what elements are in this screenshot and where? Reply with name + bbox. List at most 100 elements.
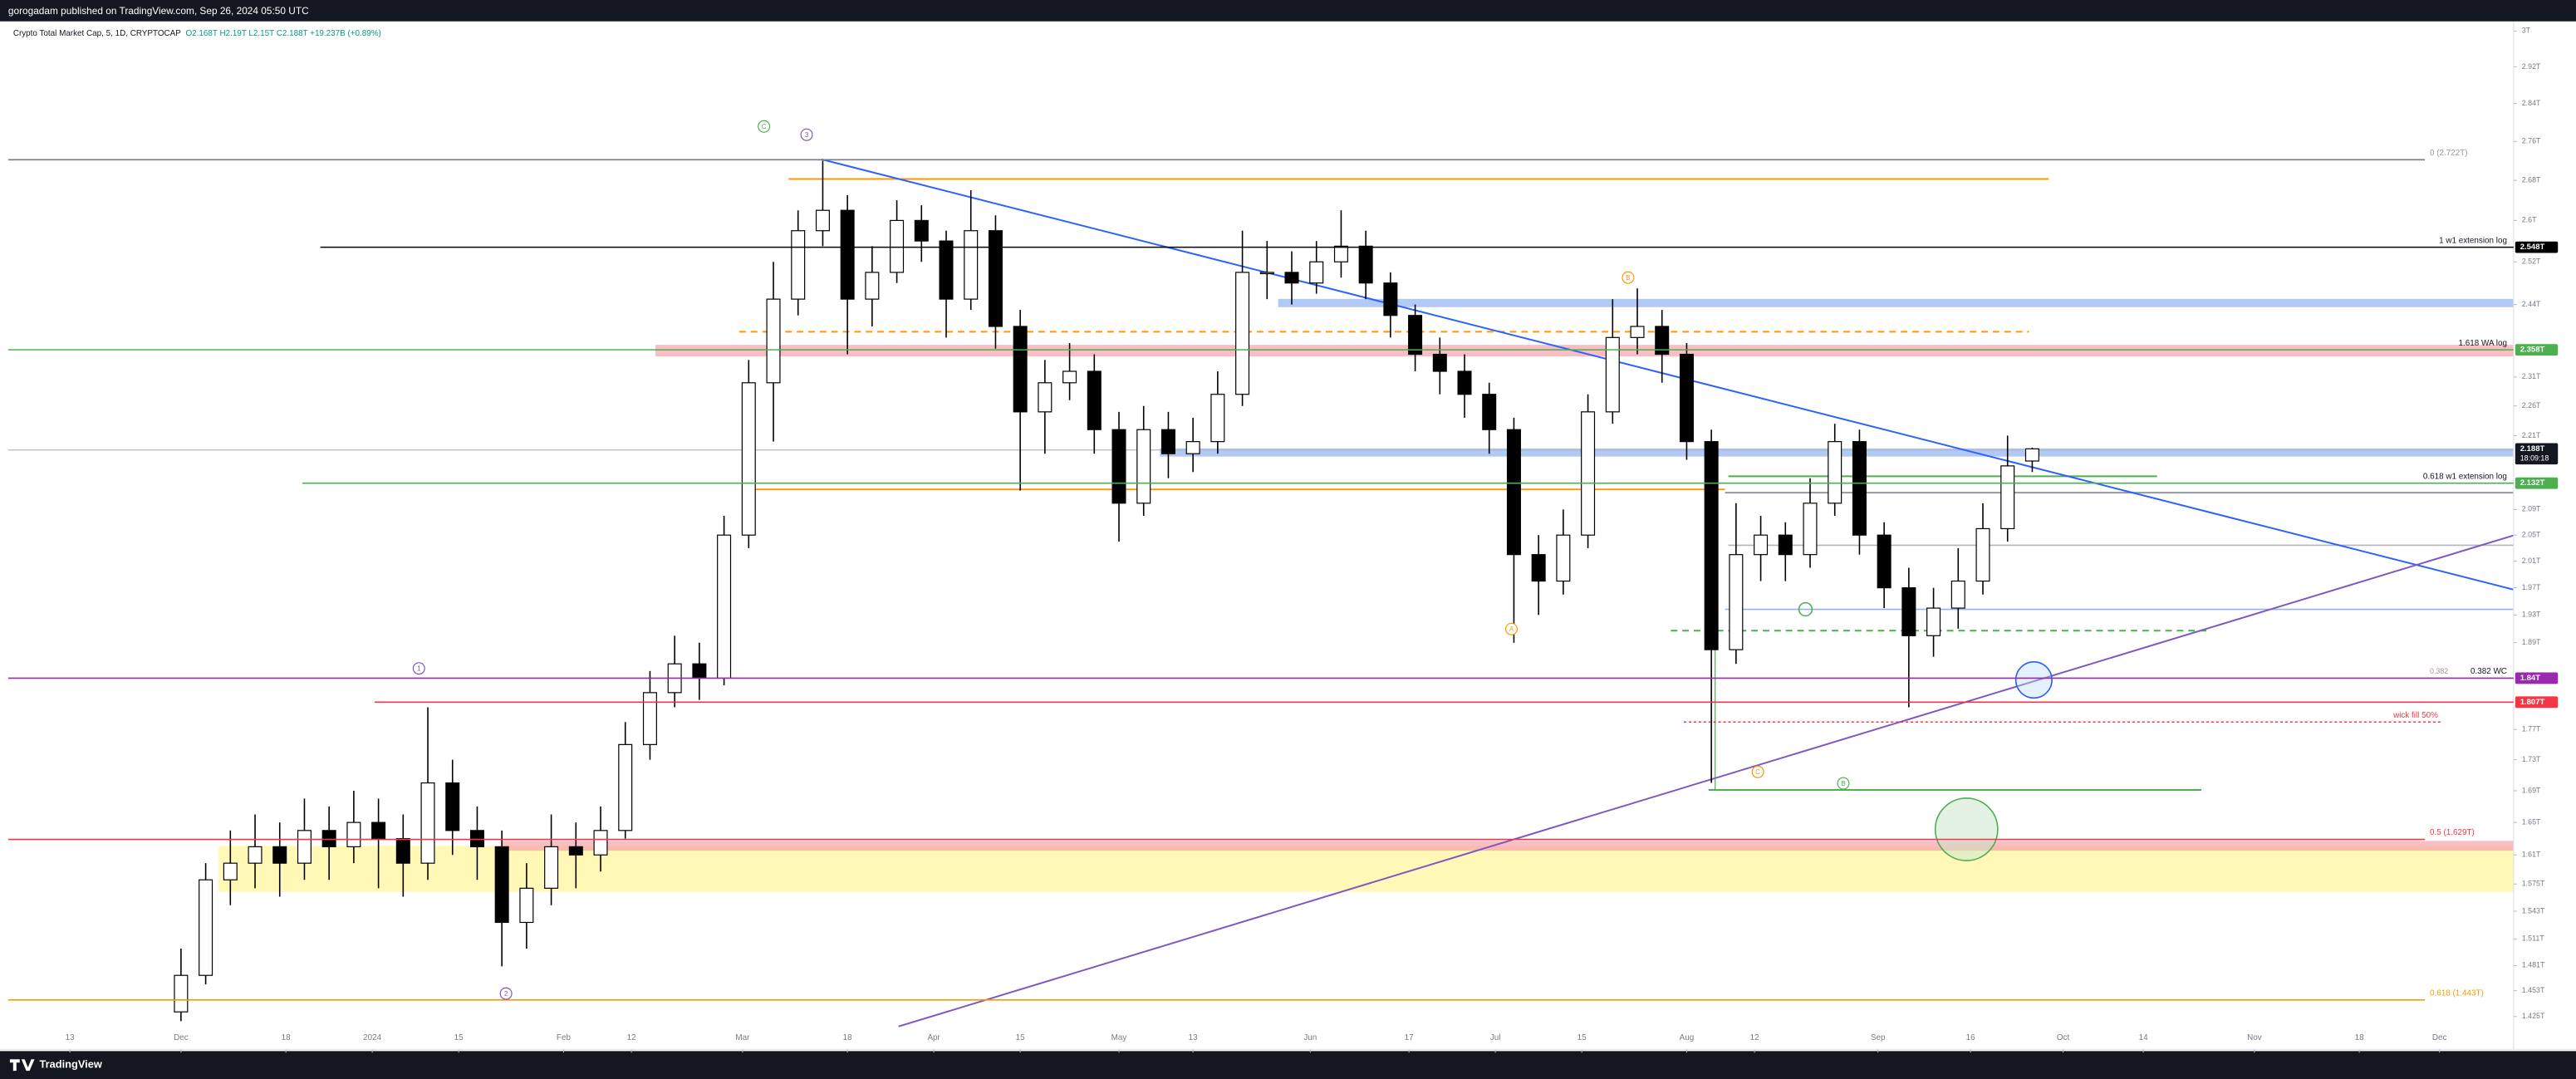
candle-body: [494, 846, 509, 924]
level-text: 0.5 (1.629T): [2430, 828, 2475, 837]
y-tick-label: 2.44T: [2522, 300, 2541, 308]
candle-body: [1679, 353, 1694, 443]
candle-body: [445, 782, 460, 831]
candle-body: [199, 879, 213, 976]
candle-body: [1828, 441, 1842, 504]
candle-body: [346, 822, 361, 847]
candle-body: [2024, 448, 2039, 462]
candle-body: [1062, 370, 1077, 384]
candle-body: [1754, 534, 1769, 556]
candle-body: [1358, 245, 1373, 284]
y-tick-label: 2.6T: [2522, 216, 2537, 224]
y-tick-label: 1.61T: [2522, 851, 2541, 859]
wave-label: B: [1626, 274, 1630, 282]
candle-body: [1531, 554, 1546, 582]
candle-body: [174, 974, 189, 1013]
candle-body: [1259, 272, 1274, 275]
candle-body: [544, 846, 559, 889]
level-text: 0 (2.722T): [2430, 149, 2468, 158]
candle-body: [741, 382, 756, 536]
candle-body: [1185, 441, 1200, 454]
x-tick-label: 18: [2355, 1033, 2364, 1042]
x-tick-label: Oct: [2057, 1033, 2070, 1042]
x-tick-label: 12: [627, 1033, 636, 1042]
candle-body: [1901, 587, 1916, 636]
y-tick-label: 1.97T: [2522, 583, 2541, 591]
wave-circle: [758, 120, 771, 133]
y-tick-label: 2.01T: [2522, 557, 2541, 565]
candle-body: [1778, 534, 1793, 556]
candle-body: [642, 692, 657, 745]
level-text: 1 w1 extension log: [2439, 236, 2507, 245]
price-box: [2515, 344, 2559, 356]
y-tick-label: 1.89T: [2522, 638, 2541, 646]
candle-body: [1013, 326, 1028, 413]
wave-label: C: [1755, 768, 1760, 776]
logo: [9, 1059, 35, 1072]
candle-body: [1926, 607, 1941, 636]
candle-body: [1729, 554, 1744, 650]
x-tick-label: 15: [1016, 1033, 1025, 1042]
x-tick-label: Jun: [1303, 1033, 1317, 1042]
wave-label: C: [762, 123, 767, 130]
candle-body: [890, 219, 905, 273]
candle-body: [692, 663, 707, 679]
candle-body: [1309, 261, 1324, 284]
footer-bar: [0, 1051, 2576, 1079]
x-tick-label: 13: [66, 1033, 75, 1042]
level-text: 0.618 w1 extension log: [2423, 472, 2507, 481]
red-band: [655, 345, 2514, 357]
x-tick-label: 2024: [363, 1033, 381, 1042]
y-tick-label: 1.453T: [2522, 986, 2545, 994]
candle-body: [914, 219, 929, 242]
plot: [174, 160, 2039, 1022]
x-tick-label: Sep: [1871, 1033, 1886, 1042]
candle-body: [1950, 580, 1965, 609]
candle-body: [593, 830, 608, 856]
price-box: [2515, 696, 2559, 709]
candle-body: [297, 830, 312, 864]
candle-body: [840, 209, 855, 300]
candle-body: [272, 846, 287, 864]
level-text: 0.382 WC: [2471, 667, 2507, 676]
candle-body: [395, 837, 410, 864]
level-text: 1.618 WA log: [2459, 339, 2507, 348]
candle-body: [1482, 394, 1497, 430]
y-tick-label: 2.21T: [2522, 431, 2541, 439]
x-tick-label: Dec: [2432, 1033, 2447, 1042]
candle-body: [1432, 353, 1447, 372]
candle-body: [1877, 534, 1892, 589]
small-green-circle: [1798, 601, 1813, 617]
x-tick-label: 16: [1966, 1033, 1975, 1042]
x-tick-label: 15: [454, 1033, 464, 1042]
x-tick-label: 13: [1189, 1033, 1198, 1042]
countdown: 18:09:18: [2520, 454, 2549, 463]
wave-circle: [412, 662, 425, 675]
y-tick-label: 2.09T: [2522, 505, 2541, 513]
x-tick-label: 12: [1750, 1033, 1759, 1042]
candle-body: [717, 534, 732, 679]
publisher: gorogadam published on TradingView.com, …: [8, 5, 309, 17]
wave-label: A: [1509, 625, 1514, 633]
candle-body: [223, 862, 238, 880]
price-box-label: 1.84T: [2520, 674, 2540, 683]
pink-band: [501, 841, 2514, 851]
candle-body: [1210, 394, 1225, 443]
wave-label: 1: [417, 665, 420, 672]
wave-circle: [1504, 622, 1518, 635]
y-tick-label: 1.481T: [2522, 961, 2545, 969]
candle-body: [939, 240, 954, 300]
candle-body: [1457, 370, 1472, 395]
x-tick-label: 14: [2139, 1033, 2148, 1042]
price-box-label: 2.548T: [2520, 243, 2545, 252]
last-price-label: 2.188T: [2520, 444, 2545, 454]
price-box: [2515, 672, 2559, 684]
x-tick-label: 18: [282, 1033, 291, 1042]
x-tick-label: Nov: [2247, 1033, 2262, 1042]
price-box-label: 2.132T: [2520, 478, 2545, 488]
y-tick-label: 1.73T: [2522, 755, 2541, 763]
x-tick-label: 15: [1577, 1033, 1587, 1042]
y-tick-label: 2.68T: [2522, 175, 2541, 184]
y-tick-label: 1.543T: [2522, 906, 2545, 915]
